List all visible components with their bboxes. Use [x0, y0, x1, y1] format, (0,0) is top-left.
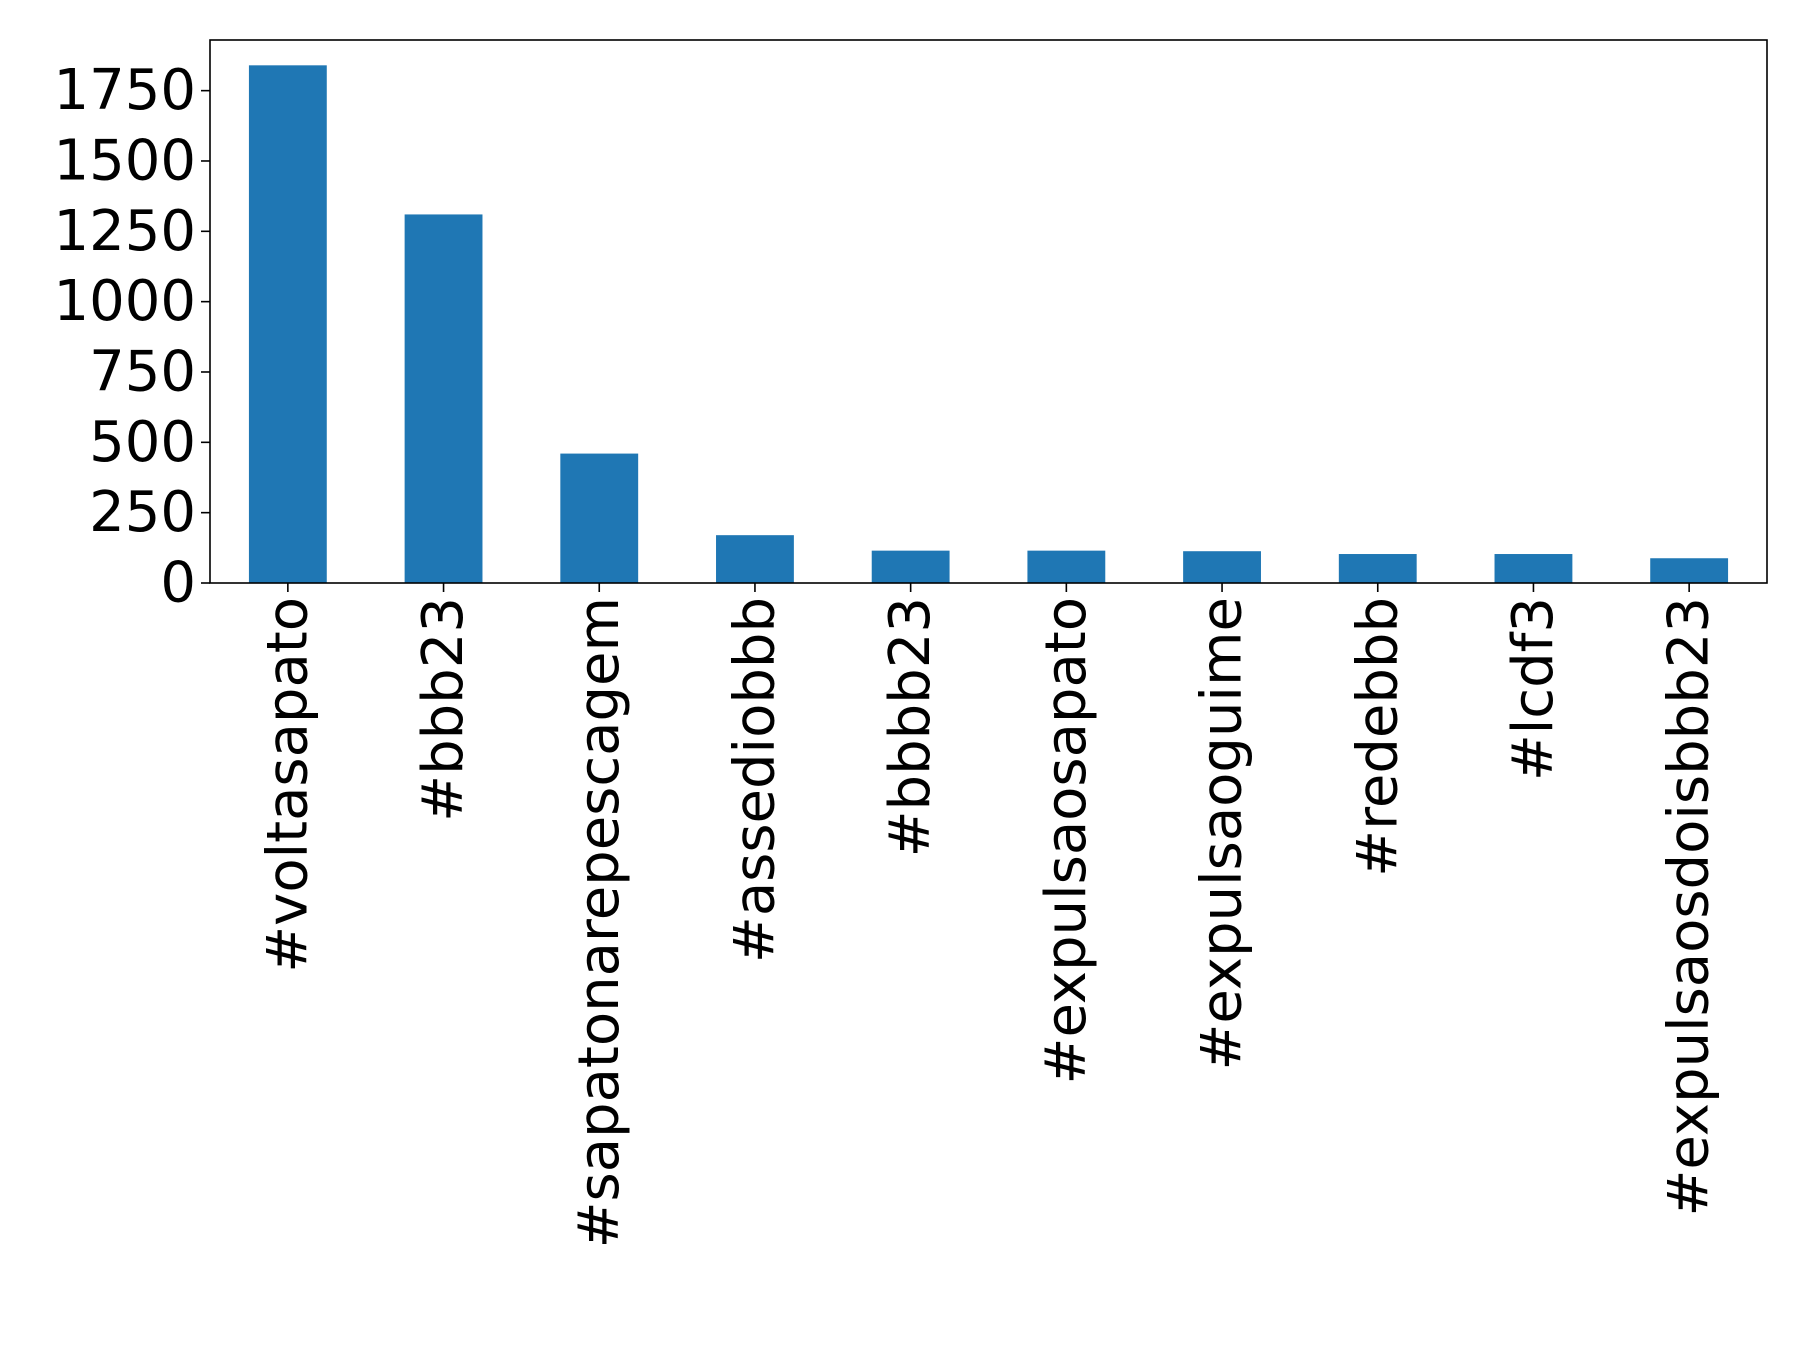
x-tick-label: #lcdf3 [1501, 597, 1566, 781]
x-axis-ticks: #voltasapato #bbb23 #sapatonarepescagem #as… [255, 583, 1722, 1248]
y-tick-label: 1000 [53, 269, 196, 334]
bar-8 [1494, 554, 1573, 583]
bar-6 [1183, 551, 1261, 583]
x-tick-label: #bbbb23 [878, 597, 943, 857]
y-tick-label: 0 [160, 551, 196, 616]
x-tick-label: #expulsaoguime [1190, 597, 1255, 1070]
y-tick-label: 1750 [53, 58, 196, 123]
bar-9 [1650, 558, 1729, 583]
bar-5 [1027, 550, 1106, 583]
y-tick-label: 500 [89, 410, 196, 475]
bar-2 [560, 453, 639, 583]
y-tick-label: 250 [89, 480, 196, 545]
bar-0 [248, 65, 327, 584]
bar-7 [1338, 554, 1417, 583]
bars-group [248, 65, 1729, 584]
x-tick-label: #bbb23 [411, 597, 476, 822]
plot-frame [209, 39, 1768, 584]
y-tick-label: 750 [89, 339, 196, 404]
x-tick-label: #assediobbb [722, 597, 787, 963]
bar-3 [716, 535, 794, 583]
x-tick-label: #redebbb [1345, 597, 1410, 877]
x-tick-label: #expulsaosdoisbbb23 [1657, 597, 1722, 1217]
y-tick-label: 1500 [53, 128, 196, 193]
x-tick-label: #voltasapato [255, 597, 320, 973]
x-tick-label: #expulsaosapato [1034, 597, 1099, 1084]
y-tick-label: 1250 [53, 199, 196, 264]
bar-4 [871, 550, 950, 583]
bar-1 [404, 214, 483, 583]
x-tick-label: #sapatonarepescagem [567, 597, 632, 1248]
